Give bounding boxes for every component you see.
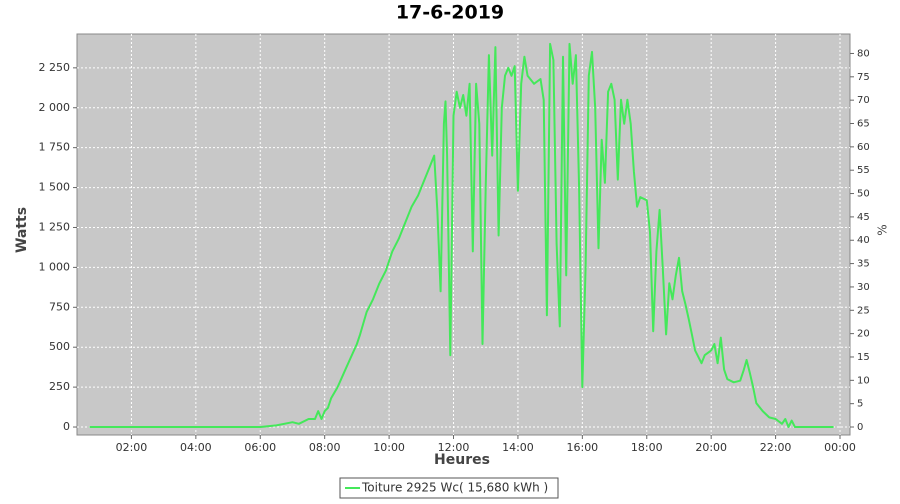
y-axis-label: Watts [14,207,30,253]
y-tick-label: 250 [49,380,70,393]
x-tick-label: 18:00 [631,441,663,454]
x-tick-label: 22:00 [760,441,792,454]
y-tick-label: 1 750 [39,141,71,154]
y2-tick-label: 20 [857,329,870,340]
x-tick-label: 06:00 [244,441,276,454]
y2-tick-label: 0 [857,422,863,433]
x-tick-label: 12:00 [438,441,470,454]
y-tick-label: 2 000 [39,101,71,114]
y2-tick-label: 15 [857,352,870,363]
y-tick-label: 1 000 [39,260,71,273]
y2-axis-label: % [876,224,890,235]
chart-title: 17-6-2019 [396,2,504,24]
y2-tick-label: 60 [857,142,870,153]
x-tick-label: 10:00 [373,441,405,454]
y2-tick-label: 35 [857,259,870,270]
y2-tick-label: 55 [857,165,870,176]
y-tick-label: 2 250 [39,61,71,74]
x-tick-label: 02:00 [116,441,148,454]
x-tick-label: 14:00 [502,441,534,454]
legend [339,477,559,499]
y-tick-label: 750 [49,300,70,313]
y2-tick-label: 75 [857,72,870,83]
x-tick-label: 20:00 [695,441,727,454]
series-line [89,42,834,428]
y2-tick-label: 5 [857,399,863,410]
x-axis-label: Heures [434,452,490,468]
legend-label: Toiture 2925 Wc( 15,680 kWh ) [361,481,548,495]
y2-tick-label: 40 [857,235,870,246]
y-tick-label: 0 [63,420,70,433]
y2-tick-label: 70 [857,95,870,106]
y2-tick-label: 30 [857,282,870,293]
y-tick-label: 500 [49,340,70,353]
y2-tick-label: 80 [857,48,870,59]
x-tick-label: 00:00 [824,441,856,454]
y2-tick-label: 25 [857,305,870,316]
x-tick-label: 04:00 [180,441,212,454]
y-tick-label: 1 500 [39,181,71,194]
y2-tick-label: 45 [857,212,870,223]
x-tick-label: 16:00 [566,441,598,454]
y2-tick-label: 65 [857,119,870,130]
y2-tick-label: 50 [857,189,870,200]
x-tick-label: 08:00 [309,441,341,454]
y2-tick-label: 10 [857,375,870,386]
y-tick-label: 1 250 [39,220,71,233]
